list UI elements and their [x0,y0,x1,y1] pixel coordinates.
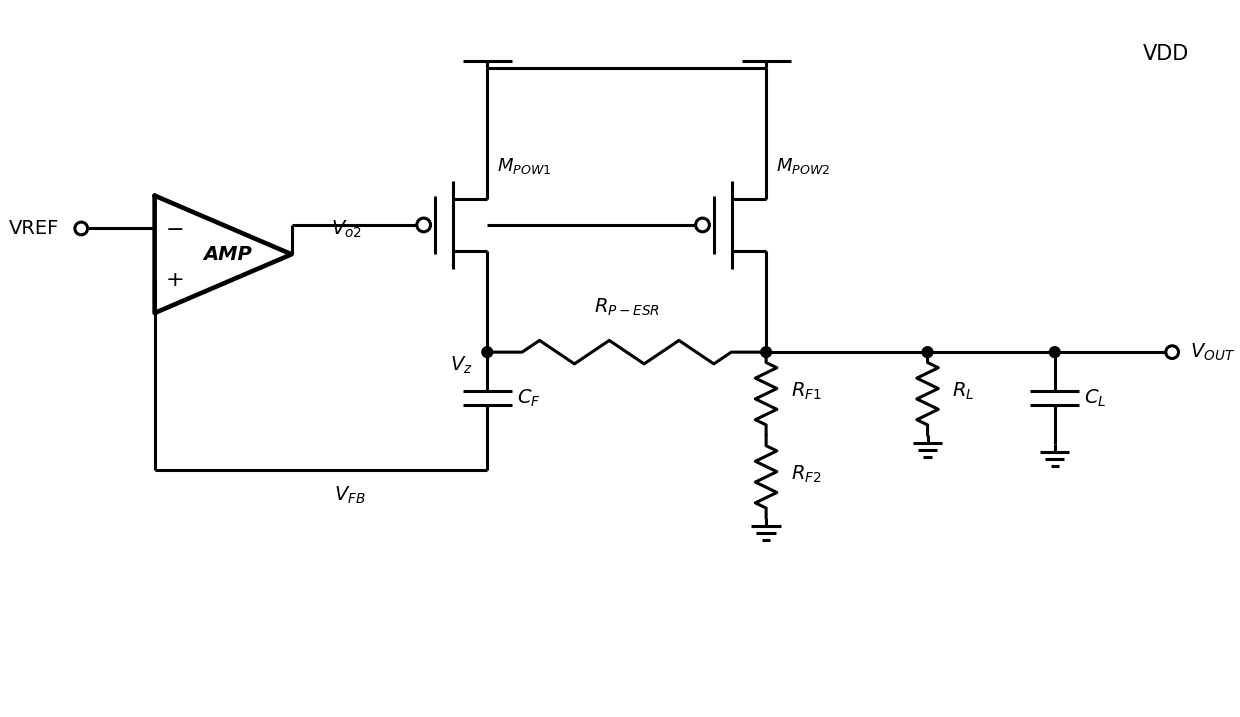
Text: $V_{o2}$: $V_{o2}$ [331,218,362,239]
Circle shape [696,218,709,232]
Circle shape [1166,346,1178,358]
Circle shape [760,347,771,358]
Text: $C_F$: $C_F$ [517,387,541,409]
Text: VREF: VREF [10,219,60,238]
Text: $V_z$: $V_z$ [450,355,472,376]
Text: $+$: $+$ [165,270,184,290]
Text: $R_{P-ESR}$: $R_{P-ESR}$ [594,297,660,318]
Circle shape [74,222,88,235]
Text: VDD: VDD [1143,44,1189,64]
Text: $R_L$: $R_L$ [952,381,975,402]
Circle shape [923,347,932,358]
Text: $-$: $-$ [165,219,184,239]
Text: AMP: AMP [203,244,253,264]
Text: $V_{FB}$: $V_{FB}$ [335,484,366,505]
Circle shape [1049,347,1060,358]
Text: $M_{POW1}$: $M_{POW1}$ [497,156,552,176]
Circle shape [482,347,492,358]
Circle shape [417,218,430,232]
Text: $R_{F2}$: $R_{F2}$ [791,464,821,485]
Text: $C_L$: $C_L$ [1084,387,1106,409]
Text: $R_{F1}$: $R_{F1}$ [791,381,821,402]
Text: $V_{OUT}$: $V_{OUT}$ [1189,341,1235,363]
Text: $M_{POW2}$: $M_{POW2}$ [776,156,830,176]
